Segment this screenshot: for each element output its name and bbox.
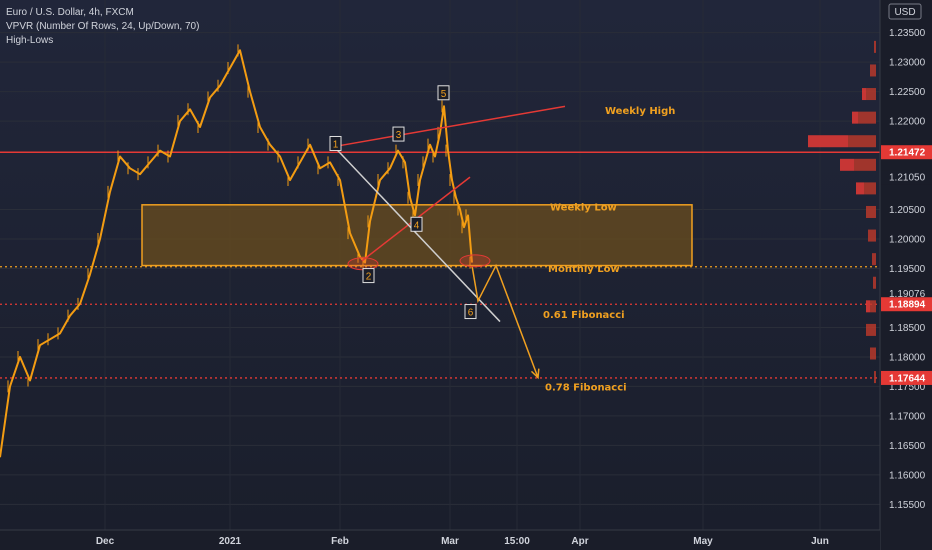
wave-point-badge xyxy=(410,216,423,232)
wave-point-layer: 1 2 3 4 5 6 xyxy=(329,85,477,320)
trend-line xyxy=(334,147,501,323)
price-label-text: 1.21472 xyxy=(889,148,926,159)
projection-path xyxy=(471,263,539,378)
price-tick-label: 1.16000 xyxy=(889,470,926,481)
projection-arrowhead xyxy=(530,368,540,380)
wave-point-label: 2 xyxy=(366,272,372,283)
zone-weekly-low xyxy=(141,204,693,267)
time-tick-label: 2021 xyxy=(219,536,242,547)
time-tick-label: Mar xyxy=(441,536,459,547)
price-label-text: 1.21050 xyxy=(889,173,926,184)
price-tick-label: 1.16500 xyxy=(889,441,926,452)
volume-bar-down xyxy=(856,182,864,195)
volume-bar-up xyxy=(866,323,876,336)
volume-bar-up xyxy=(870,300,876,313)
volume-bar-up xyxy=(873,276,876,289)
volume-bar-down xyxy=(862,88,866,101)
price-tick-label: 1.23000 xyxy=(889,58,926,69)
price-tick-label: 1.15500 xyxy=(889,500,926,511)
price-tick-label: 1.20500 xyxy=(889,205,926,216)
volume-bar-up xyxy=(866,205,876,218)
price-label-badge xyxy=(881,297,932,312)
volume-profile xyxy=(808,40,876,384)
volume-bar-up xyxy=(870,64,876,77)
price-tick-label: 1.17500 xyxy=(889,382,926,393)
wave-point-label: 1 xyxy=(333,139,339,150)
wave-point-badge xyxy=(362,268,375,284)
highlight-ellipse xyxy=(459,254,491,268)
annotation-label: Weekly Low xyxy=(550,203,617,214)
volume-bar-up xyxy=(872,253,876,266)
price-tick-label: 1.18000 xyxy=(889,352,926,363)
price-tick-label: 1.22500 xyxy=(889,87,926,98)
volume-bar-down xyxy=(840,158,854,171)
wave-point-label: 6 xyxy=(468,308,474,319)
wave-point-badge xyxy=(329,135,342,151)
price-tick-label: 1.20000 xyxy=(889,235,926,246)
time-tick-label: Jun xyxy=(811,536,829,547)
projection-layer xyxy=(347,254,540,380)
price-tick-label: 1.18500 xyxy=(889,323,926,334)
price-tick-label: 1.19500 xyxy=(889,264,926,275)
annotation-layer: Weekly High Weekly Low Monthly Low 0.61 Fib… xyxy=(543,106,675,394)
volume-bar-up xyxy=(870,347,876,360)
volume-bar-up xyxy=(848,135,876,148)
price-label-badge xyxy=(881,286,932,301)
volume-bar-up xyxy=(858,111,876,124)
volume-bar-up xyxy=(874,40,876,53)
time-tick-label: Feb xyxy=(331,536,349,547)
volume-bar-up xyxy=(868,229,876,242)
zone-layer xyxy=(141,204,693,267)
volume-bar-down xyxy=(852,111,858,124)
volume-bar-down xyxy=(866,300,870,313)
time-tick-label: May xyxy=(693,536,713,547)
wave-point-label: 4 xyxy=(414,220,420,231)
currency-label: USD xyxy=(894,7,915,18)
price-label-text: 1.19076 xyxy=(889,289,926,300)
volume-bar-up xyxy=(874,371,876,384)
annotation-label: Monthly Low xyxy=(548,264,620,275)
time-axis-panel[interactable] xyxy=(0,530,880,550)
price-label-text: 1.18894 xyxy=(889,300,926,311)
annotation-label: 0.78 Fibonacci xyxy=(545,383,627,394)
price-axis-ticks: 1.23500 1.23000 1.22500 1.22000 1.20500 1.200… xyxy=(889,28,926,511)
time-tick-label: 15:00 xyxy=(504,536,530,547)
price-label-badge xyxy=(881,145,932,160)
wave-point-label: 5 xyxy=(441,89,447,100)
price-tick-label: 1.17000 xyxy=(889,411,926,422)
wave-point-label: 3 xyxy=(396,130,402,141)
annotation-label: 0.61 Fibonacci xyxy=(543,310,625,321)
time-axis-ticks: Dec 2021 Feb Mar 15:00 Apr May Jun xyxy=(96,536,829,547)
price-label-badge xyxy=(881,370,932,385)
price-tick-label: 1.22000 xyxy=(889,117,926,128)
wave-point-badge xyxy=(464,304,477,320)
volume-bar-up xyxy=(866,88,876,101)
legend-symbol[interactable]: Euro / U.S. Dollar, 4h, FXCM xyxy=(6,7,134,18)
trend-line xyxy=(334,105,566,148)
volume-bar-up xyxy=(864,182,876,195)
price-series-layer xyxy=(0,44,473,458)
wave-point-badge xyxy=(437,85,450,101)
currency-badge[interactable] xyxy=(888,3,922,20)
time-tick-label: Dec xyxy=(96,536,115,547)
legend-indicator-high-lows[interactable]: High-Lows xyxy=(6,35,53,46)
highlight-ellipse xyxy=(347,257,379,271)
volume-bar-down xyxy=(808,135,848,148)
price-axis-panel[interactable] xyxy=(880,0,932,550)
price-label-text: 1.17644 xyxy=(889,373,926,384)
price-label-badge xyxy=(881,170,932,185)
time-tick-label: Apr xyxy=(571,536,588,547)
price-tick-label: 1.23500 xyxy=(889,28,926,39)
horizontal-level-layer xyxy=(0,151,880,379)
wave-point-badge xyxy=(392,126,405,142)
volume-bar-up xyxy=(854,158,876,171)
annotation-label: Weekly High xyxy=(605,106,675,117)
legend-indicator-vpvr[interactable]: VPVR (Number Of Rows, 24, Up/Down, 70) xyxy=(6,21,199,32)
